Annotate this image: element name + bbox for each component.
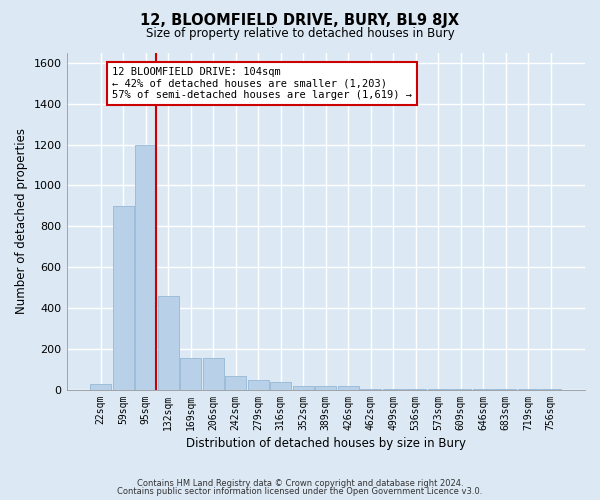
Bar — [203, 358, 224, 390]
Bar — [338, 386, 359, 390]
Bar — [293, 386, 314, 390]
Bar — [540, 389, 562, 390]
Bar — [473, 389, 494, 390]
Bar — [180, 358, 202, 390]
Text: 12, BLOOMFIELD DRIVE, BURY, BL9 8JX: 12, BLOOMFIELD DRIVE, BURY, BL9 8JX — [140, 12, 460, 28]
Bar — [248, 380, 269, 390]
Bar — [428, 389, 449, 390]
Text: Size of property relative to detached houses in Bury: Size of property relative to detached ho… — [146, 28, 454, 40]
Bar — [405, 389, 427, 390]
Bar — [495, 389, 517, 390]
Bar — [270, 382, 292, 390]
Bar — [113, 206, 134, 390]
X-axis label: Distribution of detached houses by size in Bury: Distribution of detached houses by size … — [186, 437, 466, 450]
Bar — [518, 389, 539, 390]
Bar — [360, 389, 382, 390]
Bar — [450, 389, 472, 390]
Y-axis label: Number of detached properties: Number of detached properties — [15, 128, 28, 314]
Text: Contains HM Land Registry data © Crown copyright and database right 2024.: Contains HM Land Registry data © Crown c… — [137, 478, 463, 488]
Text: Contains public sector information licensed under the Open Government Licence v3: Contains public sector information licen… — [118, 487, 482, 496]
Text: 12 BLOOMFIELD DRIVE: 104sqm
← 42% of detached houses are smaller (1,203)
57% of : 12 BLOOMFIELD DRIVE: 104sqm ← 42% of det… — [112, 67, 412, 100]
Bar — [383, 389, 404, 390]
Bar — [135, 144, 157, 390]
Bar — [225, 376, 247, 390]
Bar — [315, 386, 337, 390]
Bar — [90, 384, 112, 390]
Bar — [158, 296, 179, 390]
